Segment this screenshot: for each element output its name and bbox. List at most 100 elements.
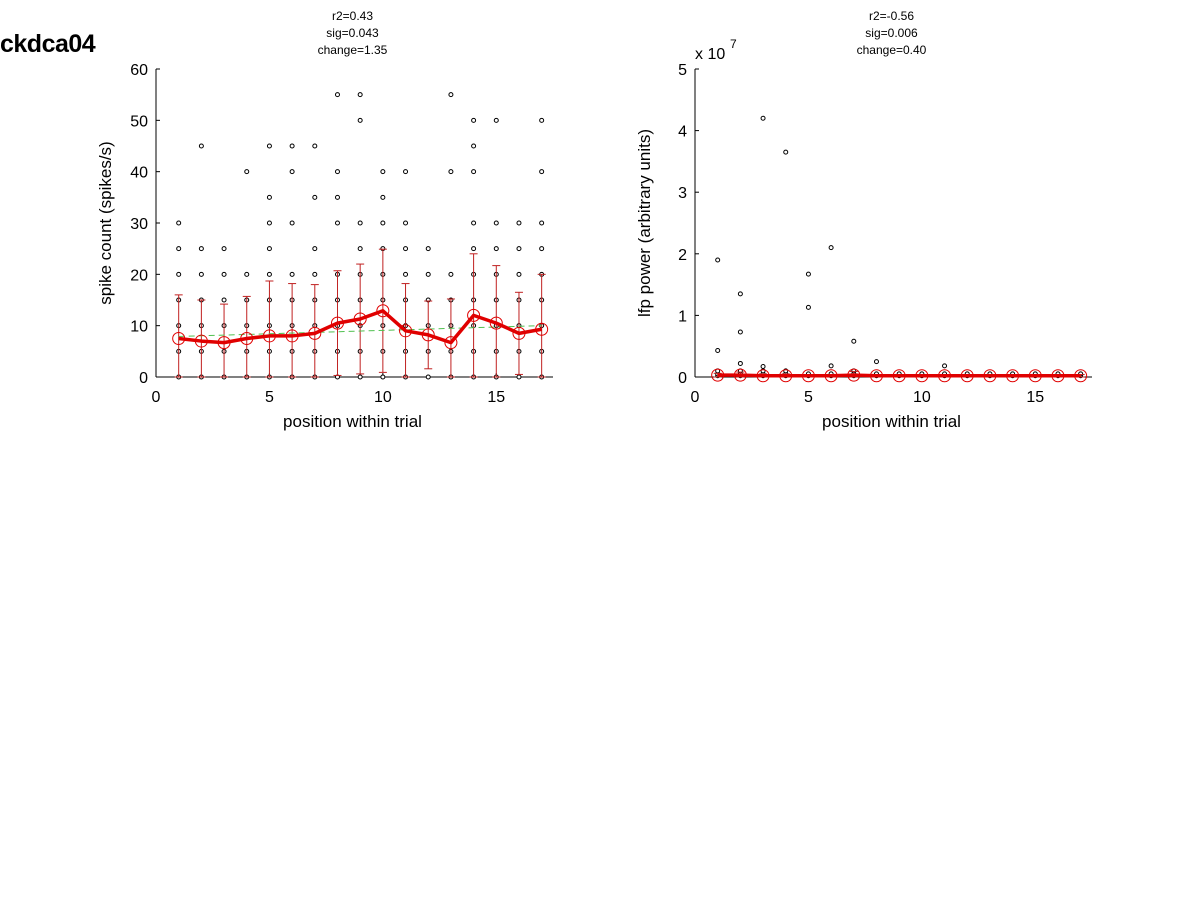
mean-marker bbox=[1006, 369, 1020, 383]
data-point bbox=[357, 220, 363, 226]
data-point bbox=[380, 220, 386, 226]
data-point bbox=[471, 117, 477, 123]
mean-marker bbox=[421, 328, 435, 342]
data-point bbox=[760, 115, 766, 121]
data-point bbox=[715, 348, 721, 354]
mean-line bbox=[178, 309, 542, 345]
data-point bbox=[357, 92, 363, 98]
data-point bbox=[198, 271, 204, 277]
mean-marker bbox=[960, 369, 974, 383]
y-tick-label: 4 bbox=[678, 124, 687, 141]
mean-marker bbox=[801, 369, 815, 383]
data-point bbox=[448, 92, 454, 98]
data-point bbox=[289, 220, 295, 226]
data-point bbox=[425, 271, 431, 277]
data-point bbox=[873, 359, 879, 365]
stat-line: sig=0.043 bbox=[326, 26, 379, 40]
data-point bbox=[312, 143, 318, 149]
x-tick-label: 5 bbox=[804, 389, 813, 406]
chart-panel-2: 0 1 2 3 4 5 0 5 10 15 position within trial lfp pow… bbox=[635, 9, 1092, 431]
mean-marker bbox=[824, 369, 838, 383]
data-point bbox=[493, 246, 499, 252]
data-point bbox=[266, 220, 272, 226]
mean-marker bbox=[892, 369, 906, 383]
data-point bbox=[403, 271, 409, 277]
mean-marker bbox=[869, 369, 883, 383]
data-point bbox=[221, 297, 227, 303]
data-point bbox=[334, 92, 340, 98]
data-point bbox=[176, 271, 182, 277]
data-point bbox=[198, 143, 204, 149]
data-point bbox=[334, 169, 340, 175]
data-point bbox=[737, 329, 743, 335]
y-exponent-label: x 10 bbox=[695, 46, 725, 63]
data-point bbox=[289, 169, 295, 175]
data-point bbox=[266, 271, 272, 277]
mean-marker bbox=[1074, 369, 1088, 383]
chart-panel-1: 0 10 20 30 40 50 60 0 5 10 15 position within trial… bbox=[96, 9, 553, 431]
data-point bbox=[516, 374, 522, 380]
data-point bbox=[471, 169, 477, 175]
mean-marker bbox=[938, 369, 952, 383]
mean-marker bbox=[330, 316, 344, 330]
data-point bbox=[334, 194, 340, 200]
data-point bbox=[828, 363, 834, 369]
x-tick-label: 5 bbox=[265, 389, 274, 406]
data-point bbox=[266, 246, 272, 252]
mean-marker bbox=[756, 369, 770, 383]
mean-marker bbox=[194, 334, 208, 348]
data-point bbox=[380, 194, 386, 200]
data-point bbox=[805, 271, 811, 277]
y-tick-label: 2 bbox=[678, 247, 687, 264]
x-tick-label: 15 bbox=[487, 389, 505, 406]
data-point bbox=[403, 246, 409, 252]
stat-line: r2=-0.56 bbox=[869, 9, 914, 23]
data-point bbox=[448, 271, 454, 277]
stat-line: change=1.35 bbox=[318, 43, 388, 57]
data-point bbox=[493, 117, 499, 123]
y-tick-label: 30 bbox=[130, 216, 148, 233]
y-axis-label: spike count (spikes/s) bbox=[96, 141, 115, 304]
data-point bbox=[448, 169, 454, 175]
x-tick-label: 15 bbox=[1026, 389, 1044, 406]
data-point bbox=[289, 143, 295, 149]
stat-line: change=0.40 bbox=[857, 43, 927, 57]
data-point bbox=[221, 246, 227, 252]
data-point bbox=[471, 246, 477, 252]
mean-marker bbox=[399, 324, 413, 338]
data-point bbox=[539, 117, 545, 123]
mean-marker bbox=[444, 336, 458, 350]
regression-fit-line bbox=[178, 325, 542, 337]
data-point bbox=[244, 169, 250, 175]
stat-line: r2=0.43 bbox=[332, 9, 373, 23]
data-point bbox=[516, 271, 522, 277]
x-tick-label: 0 bbox=[152, 389, 161, 406]
data-point bbox=[942, 363, 948, 369]
y-exponent-power: 7 bbox=[730, 37, 737, 51]
y-tick-label: 1 bbox=[678, 308, 687, 325]
data-point bbox=[737, 360, 743, 366]
mean-marker bbox=[376, 304, 390, 318]
data-point bbox=[334, 220, 340, 226]
data-point bbox=[403, 220, 409, 226]
mean-marker bbox=[847, 368, 861, 382]
data-point bbox=[198, 246, 204, 252]
data-point bbox=[516, 220, 522, 226]
mean-marker bbox=[353, 312, 367, 326]
data-point bbox=[539, 169, 545, 175]
data-point bbox=[471, 220, 477, 226]
y-tick-label: 40 bbox=[130, 165, 148, 182]
y-tick-label: 0 bbox=[678, 370, 687, 387]
y-tick-label: 0 bbox=[139, 370, 148, 387]
y-axis-label: lfp power (arbitrary units) bbox=[635, 129, 654, 317]
mean-marker bbox=[1028, 369, 1042, 383]
data-point bbox=[760, 364, 766, 370]
mean-marker bbox=[308, 326, 322, 340]
mean-marker bbox=[733, 368, 747, 382]
y-tick-label: 10 bbox=[130, 319, 148, 336]
data-point bbox=[539, 220, 545, 226]
x-axis-label: position within trial bbox=[283, 412, 422, 431]
mean-marker bbox=[285, 329, 299, 343]
data-point bbox=[176, 246, 182, 252]
